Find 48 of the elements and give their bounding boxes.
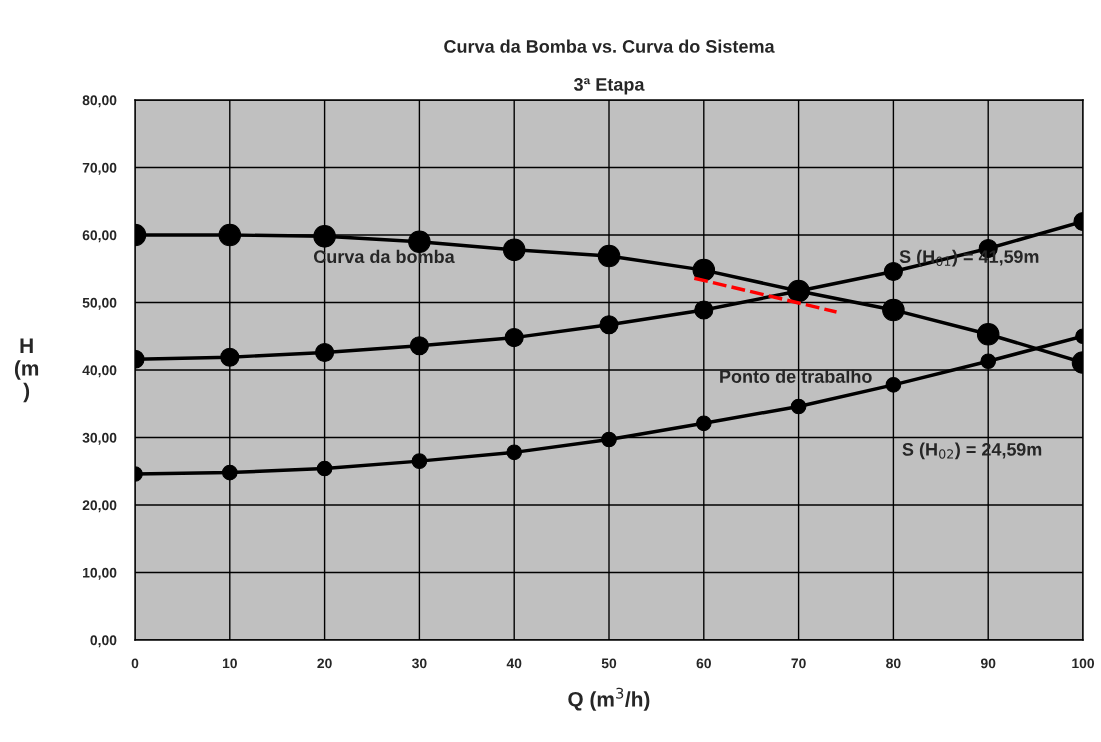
- point: [980, 353, 997, 370]
- x-tick-label: 80: [886, 658, 901, 669]
- y-tick-label: 50,00: [82, 297, 117, 310]
- point: [601, 431, 617, 448]
- point: [692, 258, 716, 282]
- point: [218, 223, 242, 247]
- x-tick-label: 40: [506, 658, 522, 669]
- point: [220, 347, 240, 367]
- x-tick-label: 20: [317, 658, 332, 669]
- y-tick-label: 10,00: [83, 567, 117, 580]
- chart-title: Curva da Bomba vs. Curva do Sistema: [444, 39, 775, 53]
- point: [976, 322, 1000, 346]
- point: [409, 336, 429, 356]
- point: [790, 398, 807, 415]
- y-tick-label: 60,00: [82, 230, 117, 243]
- y-tick-label: 40,00: [82, 365, 117, 378]
- x-tick-label: 100: [1072, 658, 1095, 669]
- point: [695, 415, 712, 432]
- x-tick-label: 10: [222, 658, 237, 669]
- y-tick-label: 70,00: [82, 162, 117, 175]
- x-tick-label: 70: [791, 658, 806, 669]
- point: [882, 298, 905, 322]
- y-tick-label: 0,00: [90, 635, 117, 648]
- point: [597, 244, 621, 268]
- x-tick-label: 50: [601, 658, 617, 669]
- point: [313, 225, 336, 248]
- point: [411, 453, 428, 469]
- point: [599, 315, 619, 335]
- point: [504, 328, 524, 348]
- y-tick-label: 20,00: [82, 500, 117, 513]
- x-tick-label: 30: [412, 658, 427, 669]
- chart-subtitle: 3ª Etapa: [573, 78, 645, 95]
- point: [694, 300, 714, 320]
- point: [315, 342, 335, 362]
- point: [885, 377, 902, 393]
- point: [883, 261, 903, 281]
- point: [502, 238, 526, 262]
- annotation: Ponto de trabalho: [720, 369, 872, 383]
- x-axis-title: Q (m$^{3}$/h): [568, 687, 650, 711]
- y-axis-title: H (m ): [14, 338, 39, 403]
- point: [221, 464, 238, 481]
- y-tick-label: 30,00: [82, 432, 117, 445]
- x-tick-label: 0: [131, 658, 139, 669]
- point: [506, 444, 523, 461]
- x-tick-label: 60: [696, 658, 711, 669]
- point: [316, 460, 333, 477]
- x-tick-label: 90: [980, 658, 996, 669]
- y-tick-label: 80,00: [82, 95, 117, 108]
